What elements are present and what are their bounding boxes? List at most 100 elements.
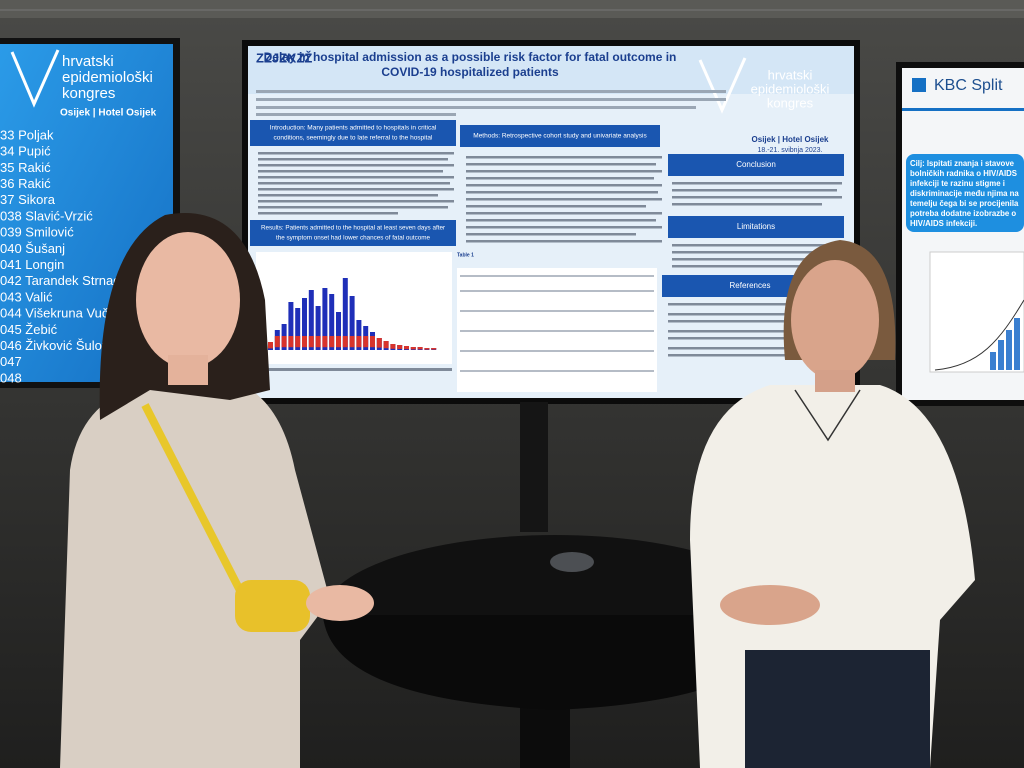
yellow-bag <box>235 580 310 632</box>
intro-line: conditions, seemingly due to late referr… <box>274 135 434 142</box>
chart-bar-blue <box>342 278 348 350</box>
methods-line: Methods: Retrospective cohort study and … <box>473 133 647 140</box>
list-item: 044 Višekruna Vučina <box>0 306 127 321</box>
results-heading: Results: Patients admitted to the hospit… <box>261 225 445 242</box>
limitations-text <box>672 244 842 268</box>
left-person-face <box>136 232 240 368</box>
chart-bar-blue <box>356 320 362 350</box>
methods-text <box>466 156 662 243</box>
aim-line: infekciji te razinu stigme i <box>910 179 1005 188</box>
chart-bar-red <box>295 336 301 348</box>
chart-bar-blue <box>295 308 301 350</box>
right-logo: KBC Split <box>934 77 1003 94</box>
chart-bar-blue <box>322 288 328 350</box>
list-item: 039 Smilović <box>0 225 74 240</box>
left-venue: Osijek | Hotel Osijek <box>60 108 157 119</box>
congress-logo <box>10 49 60 108</box>
right-person-face <box>791 260 879 380</box>
right-rule <box>902 108 1024 111</box>
list-item: 041 Longin <box>0 257 64 272</box>
list-item: 045 Žebić <box>0 322 58 337</box>
chart-bar-red <box>336 336 341 348</box>
limitations-header <box>668 216 844 238</box>
chart-bar-red <box>329 336 335 348</box>
event-line: epidemiološki <box>62 69 153 86</box>
chart-bar-blue <box>288 302 294 350</box>
chart-bar-red <box>315 336 321 348</box>
author-lines <box>256 90 726 116</box>
mouse <box>550 552 594 572</box>
chart-bar-red <box>424 348 430 350</box>
title-line: COVID-19 hospitalized patients <box>381 65 559 79</box>
list-item: 37 Sikora <box>0 192 56 207</box>
chart-bar-red <box>308 336 314 348</box>
poster-venue: Osijek | Hotel Osijek <box>752 135 829 144</box>
chart-bar-red <box>342 336 348 348</box>
ceiling <box>0 0 1024 18</box>
chart-bar-red <box>302 336 307 348</box>
chart-bar-red <box>356 336 362 348</box>
chart-bar-red <box>370 336 375 348</box>
list-item: 047 <box>0 354 22 369</box>
chart-bar-red <box>417 347 423 350</box>
list-item: 33 Poljak <box>0 127 54 142</box>
chart-bar-red <box>288 336 294 348</box>
poster-congress-logo <box>698 57 747 114</box>
list-item: 36 Rakić <box>0 176 51 191</box>
event-line: hrvatski <box>768 67 813 82</box>
left-person-hands <box>306 585 374 621</box>
table-label: Table 1 <box>457 252 474 258</box>
aim-line: diskriminacije među njima na <box>910 189 1019 198</box>
right-chart-curve <box>934 299 1024 371</box>
aim-line: temelju čega bi se procijenila <box>910 199 1019 208</box>
event-line: kongres <box>767 95 814 110</box>
chart-bar-red <box>268 342 273 349</box>
chart-bar-red <box>404 346 409 350</box>
right-person-neck <box>815 370 855 392</box>
event-line: kongres <box>62 85 115 102</box>
intro-header <box>250 120 456 146</box>
references-text <box>668 303 838 357</box>
chart-bar-blue <box>315 306 321 350</box>
conclusion-heading: Conclusion <box>736 160 776 169</box>
results-line: Results: Patients admitted to the hospit… <box>261 225 445 232</box>
list-item: 048 <box>0 370 22 385</box>
chart-bar-blue <box>349 296 355 350</box>
chart-bar-red <box>274 336 280 348</box>
conclusion-header <box>668 154 844 176</box>
conclusion-text <box>672 182 842 206</box>
chart-bar-red <box>281 336 287 348</box>
chart-bar-red <box>431 348 437 350</box>
methods-heading: Methods: Retrospective cohort study and … <box>473 133 647 140</box>
chart-bar-red <box>376 338 382 348</box>
methods-header <box>460 125 660 147</box>
aim-text: Cilj: Ispitati znanja i stavovebolničkih… <box>910 159 1019 228</box>
left-person-sweater <box>60 380 330 768</box>
chart-bar-red <box>390 344 396 349</box>
aim-line: Cilj: Ispitati znanja i stavove <box>910 159 1015 168</box>
chart-bar-blue <box>329 294 335 350</box>
chart-bar-red <box>410 347 416 350</box>
list-item: 043 Valić <box>0 289 53 304</box>
aim-line: HIV/AIDS infekciji. <box>910 219 977 228</box>
caption <box>256 368 452 371</box>
chart-bar-red <box>383 341 389 349</box>
aim-line: bolničkih radnika o HIV/AIDS <box>910 169 1017 178</box>
chart-bar-red <box>363 336 369 348</box>
aim-line: potreba dodatne izobrazbe o <box>910 209 1016 218</box>
limitations-heading: Limitations <box>737 222 775 231</box>
event-line: hrvatski <box>62 53 114 70</box>
left-person-neck <box>168 355 208 385</box>
results-header <box>250 220 456 246</box>
kbc-logo-mark <box>912 78 926 92</box>
chart-bar-red <box>349 336 355 348</box>
title-line: Delay in hospital admission as a possibl… <box>264 50 677 64</box>
list-item: 042 Tarandek Strnad <box>0 273 120 288</box>
references-heading: References <box>730 281 771 290</box>
list-item: 040 Šušanj <box>0 241 65 256</box>
